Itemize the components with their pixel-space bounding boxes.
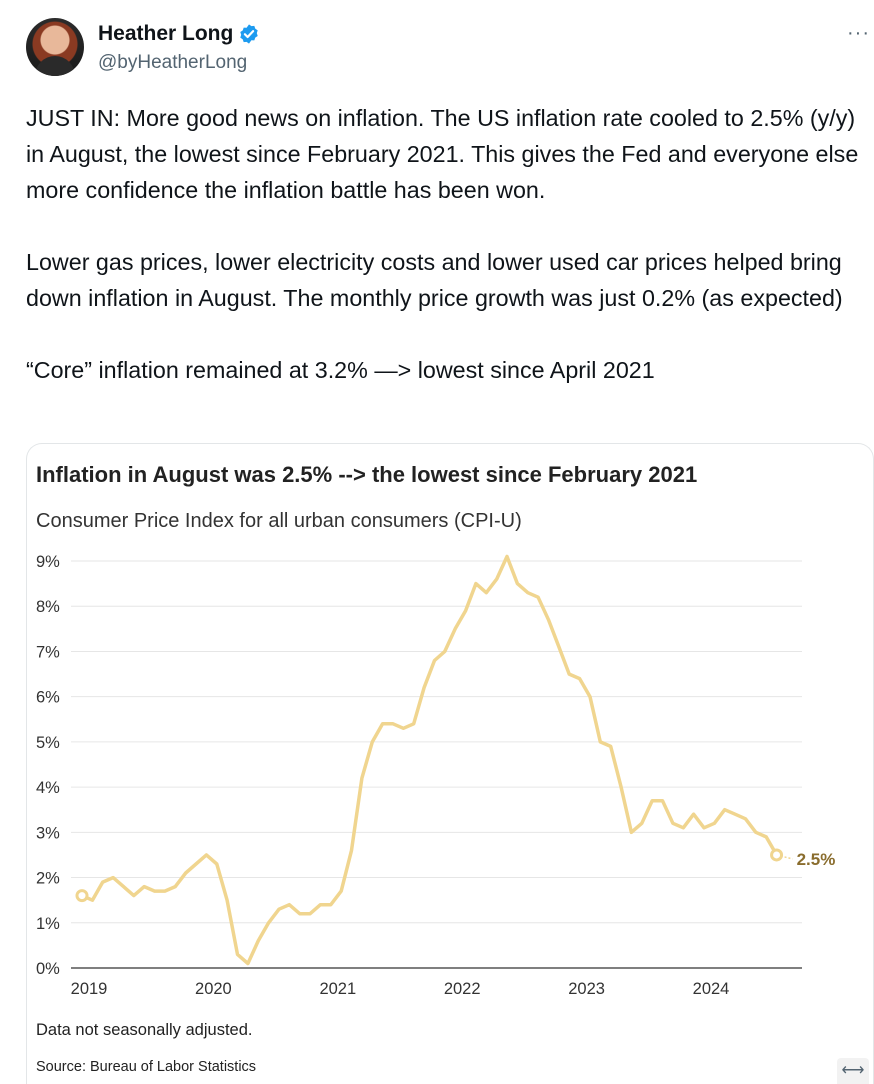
y-tick-label: 2% <box>36 870 60 888</box>
y-tick-label: 9% <box>36 553 60 571</box>
chart-card[interactable]: Inflation in August was 2.5% --> the low… <box>26 443 874 1084</box>
end-label-leader <box>784 856 793 860</box>
more-horizontal-icon[interactable]: ··· <box>847 22 870 44</box>
inflation-line-chart: 0% 1% 2% 3% 4% 5% 6% 7% 8% 9% 2019 2020 2021 2022 2023… <box>36 553 836 998</box>
y-tick-label: 7% <box>36 643 60 661</box>
chart-note: Data not seasonally adjusted. <box>36 1021 253 1039</box>
end-value-label: 2.5% <box>797 850 836 869</box>
chart-subtitle: Consumer Price Index for all urban consu… <box>36 510 522 532</box>
start-point <box>75 889 89 903</box>
end-point <box>770 848 784 862</box>
tweet-text: JUST IN: More good news on inflation. Th… <box>26 100 874 388</box>
avatar[interactable] <box>26 18 84 76</box>
x-tick-label: 2023 <box>568 980 605 998</box>
y-tick-label: 4% <box>36 779 60 797</box>
tweet-paragraph-3: “Core” inflation remained at 3.2% —> low… <box>26 357 655 383</box>
tweet-paragraph-2: Lower gas prices, lower electricity cost… <box>26 249 843 311</box>
y-tick-label: 0% <box>36 960 60 978</box>
x-tick-label: 2022 <box>444 980 481 998</box>
expand-icon[interactable]: ⟷ <box>837 1058 869 1084</box>
y-tick-label: 5% <box>36 734 60 752</box>
y-tick-label: 8% <box>36 598 60 616</box>
author-handle[interactable]: @byHeatherLong <box>98 52 248 73</box>
x-tick-label: 2019 <box>71 980 108 998</box>
y-tick-label: 6% <box>36 689 60 707</box>
author-name-row: Heather Long <box>98 22 260 46</box>
series-line <box>80 554 779 966</box>
chart-source: Source: Bureau of Labor Statistics <box>36 1059 257 1075</box>
y-tick-label: 1% <box>36 915 60 933</box>
x-tick-label: 2020 <box>195 980 232 998</box>
tweet-paragraph-1: JUST IN: More good news on inflation. Th… <box>26 105 859 203</box>
author-name[interactable]: Heather Long <box>98 22 234 45</box>
tweet-header: Heather Long @byHeatherLong ··· <box>26 18 874 80</box>
x-tick-label: 2021 <box>319 980 356 998</box>
verified-badge-icon <box>240 24 259 44</box>
x-tick-label: 2024 <box>693 980 730 998</box>
chart-title: Inflation in August was 2.5% --> the low… <box>36 462 698 487</box>
y-tick-label: 3% <box>36 824 60 842</box>
